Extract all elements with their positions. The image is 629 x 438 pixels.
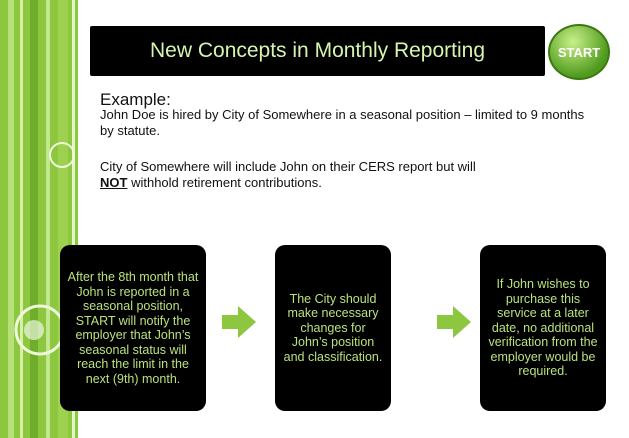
arrow [437, 306, 471, 338]
arrow [222, 306, 256, 338]
paragraph: City of Somewhere will include John on t… [100, 159, 600, 191]
step-box: After the 8th month that John is reporte… [60, 245, 206, 411]
emphasis: NOT [100, 175, 128, 190]
logo: START [548, 24, 610, 80]
text: City of Somewhere will include John on t… [100, 159, 476, 174]
paragraph: John Doe is hired by City of Somewhere i… [100, 107, 585, 138]
step-box: The City should make necessary changes f… [275, 245, 391, 411]
step-box: If John wishes to purchase this service … [480, 245, 606, 411]
decor-strip [0, 0, 78, 438]
text: withhold retirement contributions. [131, 175, 322, 190]
example-heading: Example: [100, 90, 171, 109]
title: New Concepts in Monthly Reporting [90, 26, 545, 76]
